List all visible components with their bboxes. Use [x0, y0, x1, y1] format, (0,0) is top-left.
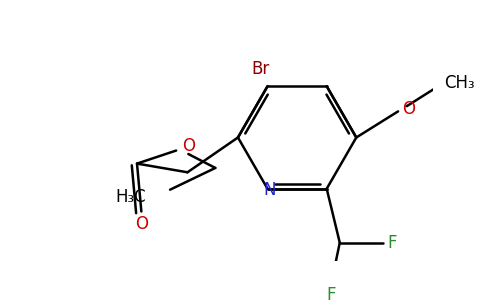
Text: O: O: [402, 100, 415, 118]
Text: F: F: [326, 286, 336, 300]
Text: Br: Br: [252, 60, 270, 78]
Text: O: O: [182, 137, 195, 155]
Text: H₃C: H₃C: [115, 188, 146, 206]
Text: F: F: [388, 234, 397, 252]
Text: CH₃: CH₃: [444, 74, 475, 92]
Text: N: N: [263, 181, 275, 199]
Text: O: O: [135, 214, 148, 232]
